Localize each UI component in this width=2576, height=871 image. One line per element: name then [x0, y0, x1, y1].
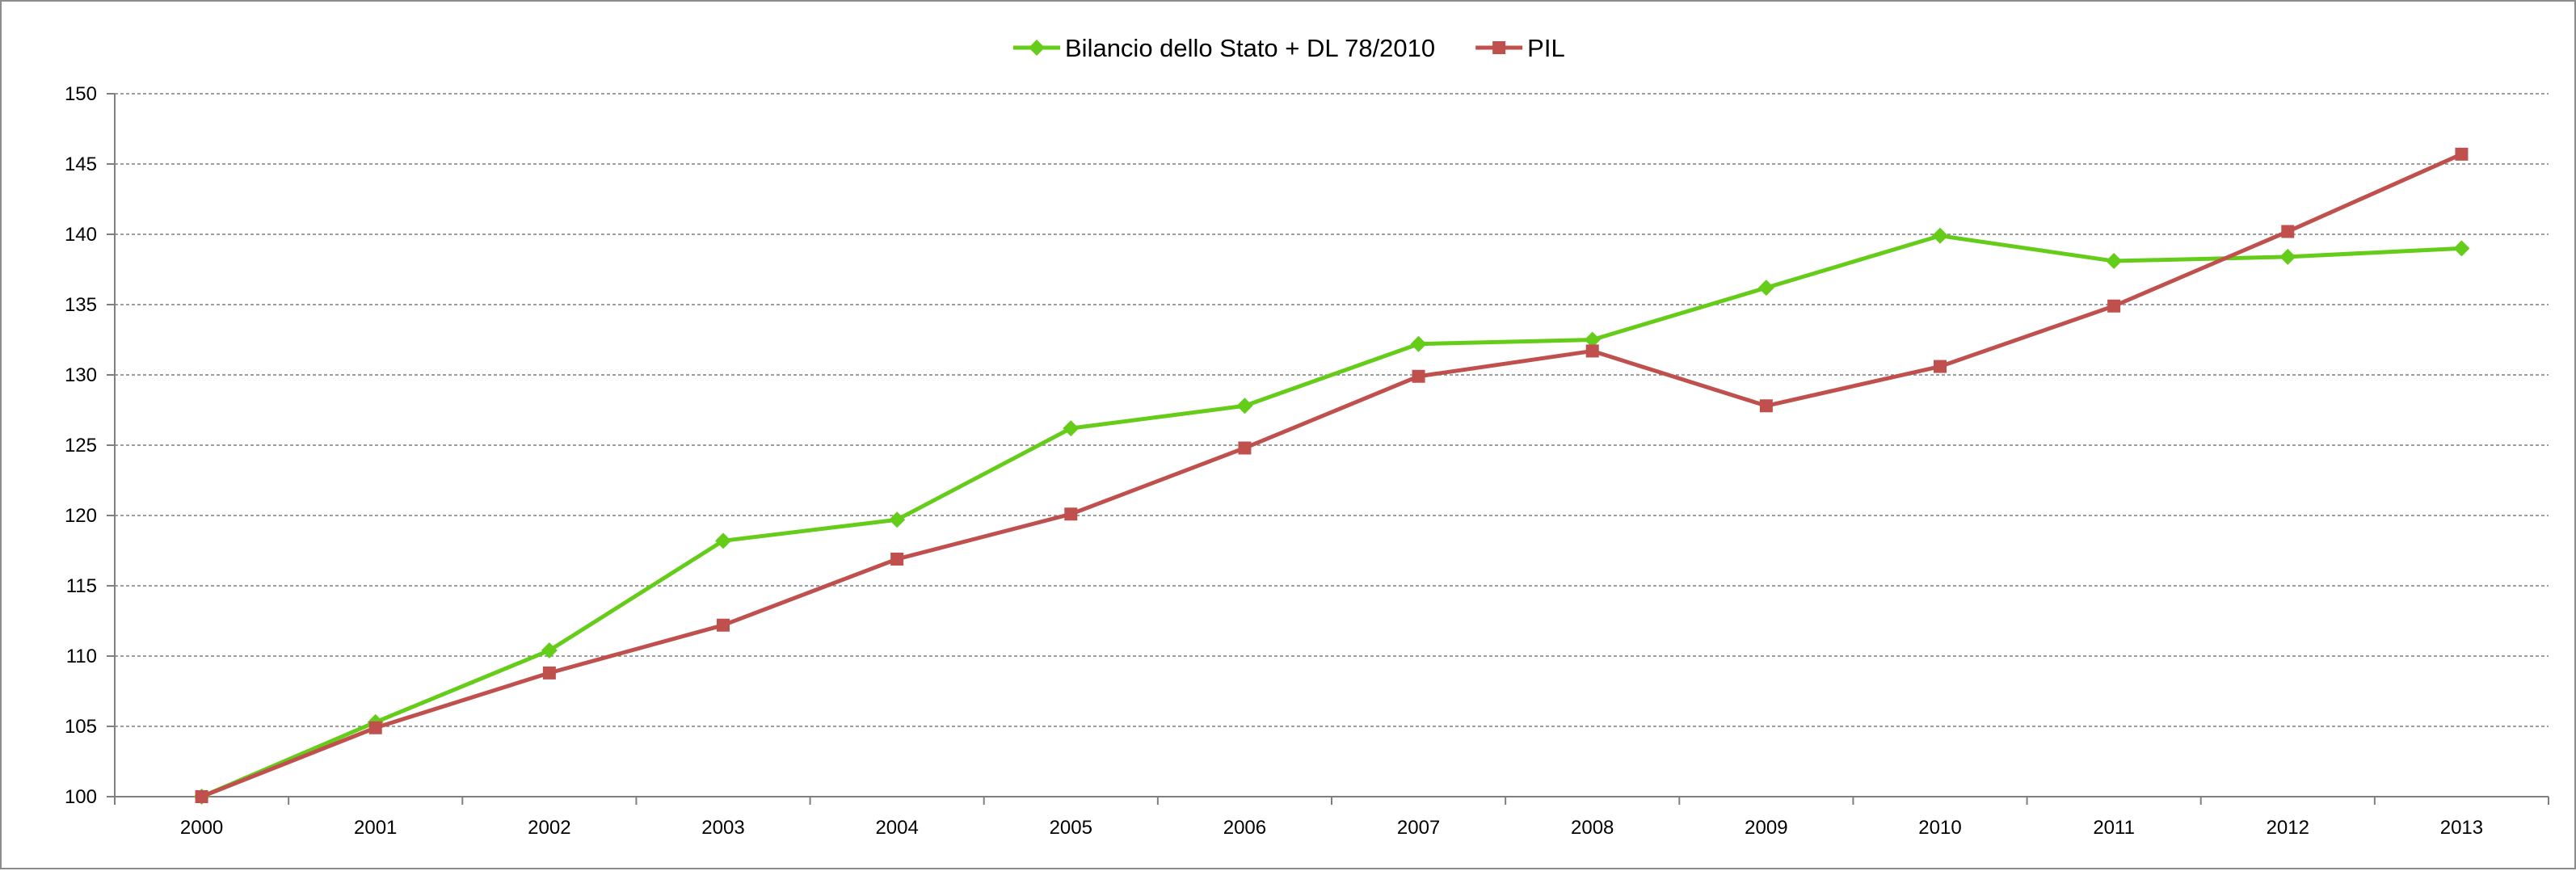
x-tick-label: 2003 — [701, 817, 744, 839]
data-point — [1932, 227, 1948, 244]
data-point — [889, 511, 906, 528]
y-tick-label: 145 — [65, 154, 97, 175]
y-tick-label: 125 — [65, 435, 97, 457]
y-tick-labels: 100 105 110 115 120 125 130 135 140 145 150 — [65, 83, 97, 808]
data-point — [542, 666, 556, 680]
data-point — [2107, 299, 2121, 313]
axes — [107, 93, 2549, 805]
data-point — [2281, 225, 2295, 238]
series-lines — [193, 147, 2470, 805]
x-tick-label: 2000 — [180, 817, 223, 839]
series-pil — [195, 147, 2469, 803]
data-point — [2279, 248, 2296, 265]
data-point — [368, 721, 382, 734]
y-tick-label: 105 — [65, 716, 97, 738]
data-point — [1584, 331, 1601, 348]
y-tick-label: 135 — [65, 294, 97, 316]
data-point — [1063, 420, 1080, 437]
data-point — [715, 532, 731, 549]
data-point — [1585, 344, 1599, 358]
legend-marker — [1029, 40, 1045, 56]
legend-entry: Bilancio dello Stato + DL 78/2010 — [1013, 34, 1435, 62]
data-point — [717, 618, 730, 632]
y-tick-label: 130 — [65, 364, 97, 386]
legend: Bilancio dello Stato + DL 78/2010 PIL — [1013, 34, 1565, 62]
x-tick-label: 2005 — [1050, 817, 1092, 839]
data-point — [2455, 147, 2469, 161]
legend-entry: PIL — [1475, 34, 1565, 62]
x-tick-labels: 2000 2001 2002 2003 2004 2005 2006 2007 2008 2009… — [180, 817, 2483, 839]
x-tick-label: 2002 — [528, 817, 570, 839]
gridlines — [115, 93, 2549, 727]
data-point — [1934, 360, 1947, 373]
y-tick-label: 140 — [65, 224, 97, 246]
legend-label: Bilancio dello Stato + DL 78/2010 — [1065, 34, 1435, 62]
y-tick-label: 110 — [66, 646, 97, 667]
x-tick-label: 2013 — [2440, 817, 2483, 839]
legend-label: PIL — [1527, 34, 1565, 62]
x-tick-label: 2004 — [875, 817, 918, 839]
x-tick-label: 2006 — [1223, 817, 1266, 839]
x-tick-label: 2010 — [1918, 817, 1961, 839]
data-point — [890, 552, 904, 566]
data-point — [2453, 240, 2470, 257]
data-point — [1412, 369, 1425, 383]
x-tick-label: 2007 — [1397, 817, 1440, 839]
y-tick-label: 115 — [66, 575, 97, 597]
x-tick-label: 2009 — [1745, 817, 1787, 839]
series-bilancio — [193, 227, 2470, 805]
x-tick-label: 2008 — [1571, 817, 1614, 839]
data-point — [195, 790, 208, 803]
series-line — [200, 152, 2463, 799]
x-tick-label: 2001 — [354, 817, 397, 839]
x-tick-label: 2012 — [2267, 817, 2309, 839]
y-tick-label: 120 — [65, 505, 97, 527]
legend-marker — [1492, 41, 1506, 54]
data-point — [1410, 335, 1427, 352]
data-point — [1759, 399, 1773, 413]
x-tick-label: 2011 — [2093, 817, 2135, 839]
data-point — [1064, 507, 1078, 521]
series-line — [200, 234, 2462, 799]
y-tick-label: 100 — [65, 786, 97, 808]
data-point — [2106, 253, 2123, 270]
data-point — [1236, 398, 1253, 414]
y-tick-label: 150 — [65, 83, 97, 105]
data-point — [541, 642, 558, 659]
data-point — [1757, 280, 1774, 297]
data-point — [1238, 441, 1252, 455]
